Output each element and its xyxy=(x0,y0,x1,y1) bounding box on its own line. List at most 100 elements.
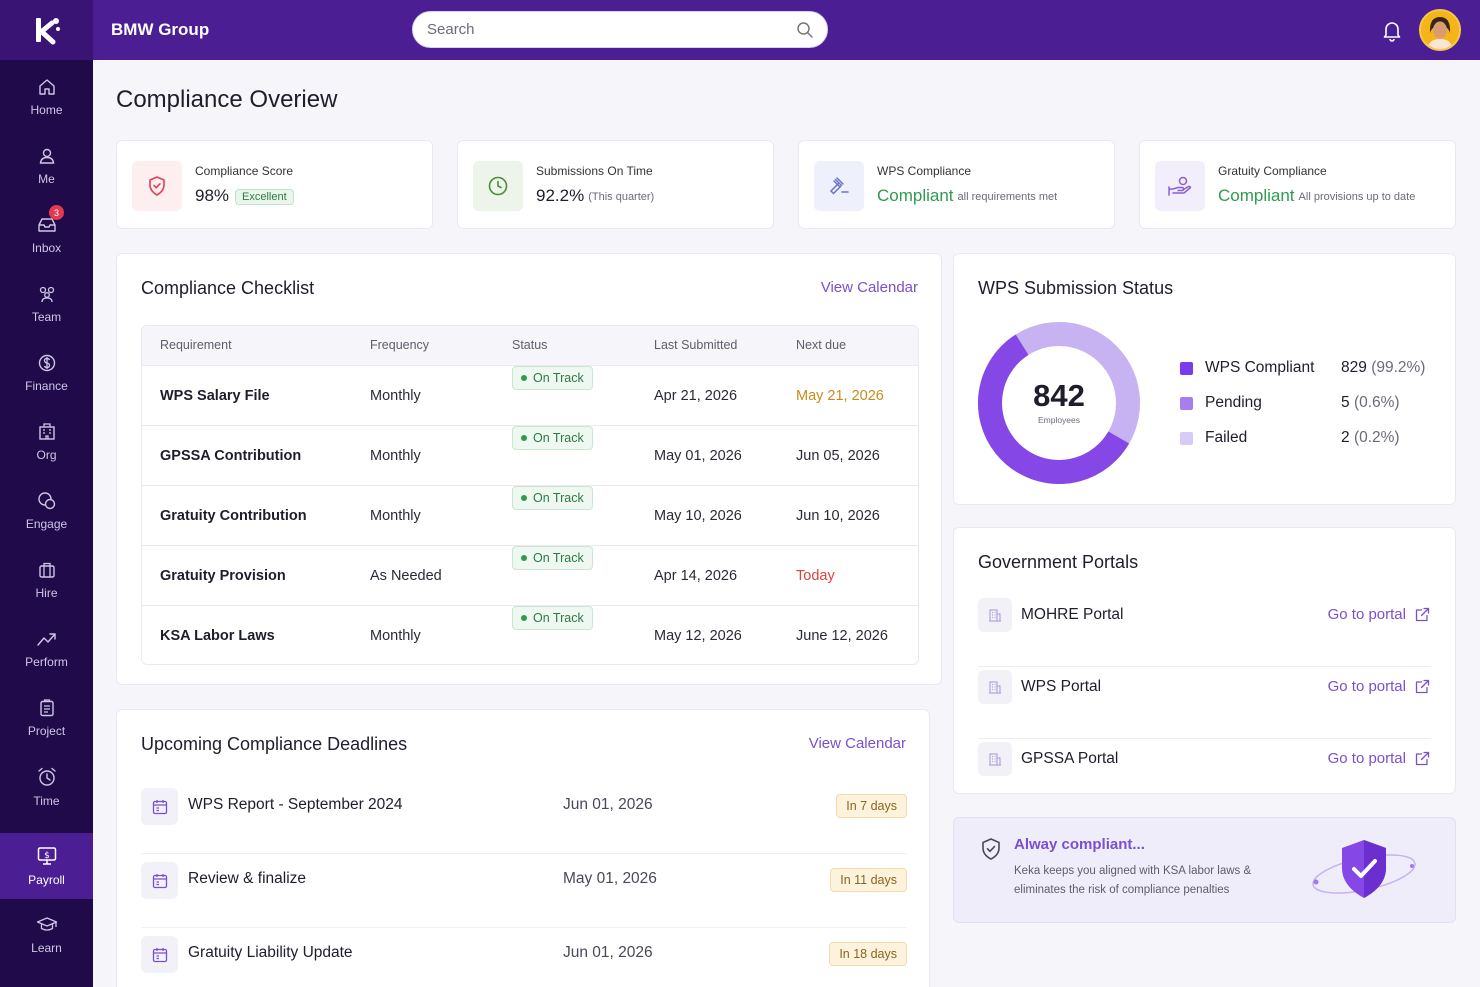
keka-logo[interactable] xyxy=(0,0,93,60)
column-header: Status xyxy=(512,338,548,352)
column-header: Next due xyxy=(796,338,847,352)
svg-text:$: $ xyxy=(44,851,50,861)
legend-pct: (99.2%) xyxy=(1371,359,1426,376)
search-box[interactable] xyxy=(412,11,828,48)
engage-icon xyxy=(37,492,55,510)
portals-title: Government Portals xyxy=(978,552,1139,572)
clock-icon xyxy=(488,176,508,196)
shield-check-icon xyxy=(149,176,165,196)
sidebar-item-project[interactable]: Project xyxy=(0,685,93,751)
building-icon-box xyxy=(978,598,1012,632)
sidebar-item-home[interactable]: Home xyxy=(0,64,93,130)
table-row[interactable]: WPS Salary File Monthly On Track Apr 21,… xyxy=(142,365,918,425)
stat-value: 92.2% (This quarter) xyxy=(536,186,654,206)
go-to-portal-label: Go to portal xyxy=(1327,678,1406,695)
stat-card-gratuity-compliance: Gratuity Compliance Compliant All provisi… xyxy=(1139,140,1456,229)
go-to-portal-link[interactable]: Go to portal xyxy=(1328,606,1431,623)
sidebar-item-engage[interactable]: Engage xyxy=(0,478,93,544)
external-link-icon xyxy=(1415,751,1430,766)
next-due-cell: May 21, 2026 xyxy=(796,388,884,404)
trend-icon xyxy=(36,633,56,646)
table-row[interactable]: Gratuity Provision As Needed On Track Ap… xyxy=(142,545,918,605)
calendar-icon xyxy=(152,799,167,814)
stat-label: Compliance Score xyxy=(195,164,294,178)
building-icon xyxy=(989,753,1001,766)
sidebar-item-label: Inbox xyxy=(31,241,62,255)
stat-card-compliance-score: Compliance Score 98% Excellent xyxy=(116,140,433,229)
list-item[interactable]: Review & finalize May 01, 2026 In 11 day… xyxy=(141,854,907,928)
stat-extra: all requirements met xyxy=(957,190,1058,203)
promo-text: Keka keeps you aligned with KSA labor la… xyxy=(1014,865,1252,896)
view-calendar-link[interactable]: View Calendar xyxy=(808,735,906,752)
portal-item-wps: WPS Portal Go to portal xyxy=(978,667,1431,739)
table-row[interactable]: Gratuity Contribution Monthly On Track M… xyxy=(142,485,918,545)
donut-segment-compliant xyxy=(978,322,1140,484)
sidebar-item-payroll[interactable]: $ Payroll xyxy=(0,833,93,899)
sidebar-item-me[interactable]: Me xyxy=(0,133,93,199)
column-header: Requirement xyxy=(160,338,232,352)
legend-pct: (0.6%) xyxy=(1353,394,1400,411)
stat-value: Compliant All provisions up to date xyxy=(1218,186,1415,206)
frequency-cell: Monthly xyxy=(370,388,421,404)
gavel-icon xyxy=(829,177,849,195)
sidebar-item-label: Team xyxy=(31,310,62,324)
sidebar-item-hire[interactable]: Hire xyxy=(0,547,93,613)
wps-status-panel: WPS Submission Status 842 Employees WPS … xyxy=(953,253,1456,505)
sidebar-item-perform[interactable]: Perform xyxy=(0,616,93,682)
legend-name: Failed xyxy=(1205,429,1248,446)
hand-coins-icon xyxy=(1168,176,1192,196)
table-row[interactable]: GPSSA Contribution Monthly On Track May … xyxy=(142,425,918,485)
deadline-date: May 01, 2026 xyxy=(563,870,657,887)
avatar[interactable] xyxy=(1419,9,1461,51)
building-icon xyxy=(989,609,1001,622)
deadline-title: WPS Report - September 2024 xyxy=(188,796,403,813)
home-icon xyxy=(38,79,55,95)
stat-icon-box xyxy=(1155,161,1205,211)
sidebar-item-label: Home xyxy=(30,103,63,117)
sidebar-item-time[interactable]: Time xyxy=(0,754,93,820)
legend-count: 5 xyxy=(1341,394,1350,411)
frequency-cell: As Needed xyxy=(370,568,442,584)
requirement-cell: GPSSA Contribution xyxy=(160,448,302,464)
sidebar-item-org[interactable]: Org xyxy=(0,409,93,475)
team-icon xyxy=(39,286,54,303)
external-link-icon xyxy=(1415,607,1430,622)
list-item[interactable]: WPS Report - September 2024 Jun 01, 2026… xyxy=(141,780,907,854)
requirement-cell: KSA Labor Laws xyxy=(160,628,275,644)
legend-value: 2 (0.2%) xyxy=(1341,429,1400,447)
go-to-portal-link[interactable]: Go to portal xyxy=(1328,678,1431,695)
search-input[interactable] xyxy=(427,12,787,47)
stat-extra: All provisions up to date xyxy=(1298,190,1416,203)
sidebar-item-label: Hire xyxy=(35,586,58,600)
stat-label: WPS Compliance xyxy=(877,164,972,178)
legend-count: 2 xyxy=(1341,429,1350,446)
sidebar-item-label: Project xyxy=(27,724,66,738)
sidebar-item-label: Engage xyxy=(25,517,68,531)
search-icon[interactable] xyxy=(796,21,814,39)
checklist-title: Compliance Checklist xyxy=(141,278,315,298)
sidebar-item-learn[interactable]: Learn xyxy=(0,902,93,968)
table-row[interactable]: KSA Labor Laws Monthly On Track May 12, … xyxy=(142,605,918,664)
stat-card-submissions: Submissions On Time 92.2% (This quarter) xyxy=(457,140,774,229)
company-name[interactable]: BMW Group xyxy=(111,20,210,39)
list-item[interactable]: Gratuity Liability Update Jun 01, 2026 I… xyxy=(141,928,907,987)
sidebar-item-inbox[interactable]: 3 Inbox xyxy=(0,202,93,268)
view-calendar-link[interactable]: View Calendar xyxy=(820,279,918,296)
last-submitted-cell: May 10, 2026 xyxy=(654,508,742,524)
sidebar-item-label: Learn xyxy=(31,941,62,955)
legend-swatch xyxy=(1180,362,1193,375)
finance-icon xyxy=(38,354,55,372)
go-to-portal-link[interactable]: Go to portal xyxy=(1328,750,1431,767)
sidebar-item-team[interactable]: Team xyxy=(0,271,93,337)
legend-name: WPS Compliant xyxy=(1205,359,1315,376)
requirement-cell: Gratuity Contribution xyxy=(160,508,307,524)
sidebar-item-finance[interactable]: Finance xyxy=(0,340,93,406)
status-badge: On Track xyxy=(512,546,593,570)
table-header: Requirement Frequency Status Last Submit… xyxy=(142,326,918,365)
bell-icon[interactable] xyxy=(1380,18,1404,42)
frequency-cell: Monthly xyxy=(370,448,421,464)
calendar-icon-box xyxy=(141,936,178,973)
page-title: Compliance Overiew xyxy=(116,86,338,113)
user-avatar-icon xyxy=(1421,11,1459,49)
legend-name: Pending xyxy=(1205,394,1262,411)
